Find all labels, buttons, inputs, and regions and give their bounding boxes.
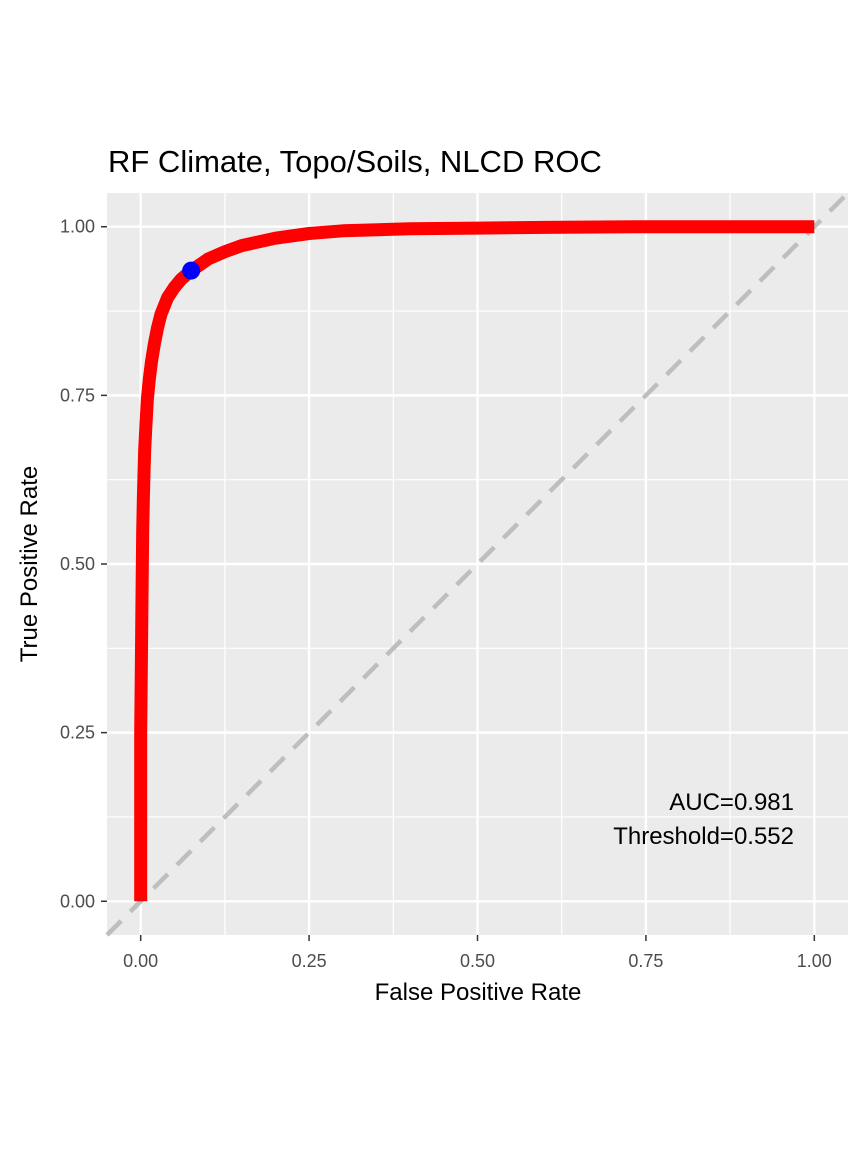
reference-diagonal-line <box>105 191 850 937</box>
x-tick-label: 1.00 <box>797 951 832 971</box>
y-tick-label: 0.75 <box>60 385 95 405</box>
x-tick-label: 0.25 <box>292 951 327 971</box>
x-tick-label: 0.75 <box>628 951 663 971</box>
x-tick-label: 0.00 <box>123 951 158 971</box>
chart-title: RF Climate, Topo/Soils, NLCD ROC <box>108 144 602 179</box>
reference-line-layer <box>105 191 850 937</box>
y-tick-label: 1.00 <box>60 217 95 237</box>
y-axis-title: True Positive Rate <box>16 466 43 663</box>
auc-annotation: AUC=0.981 <box>669 789 794 816</box>
x-axis-ticks: 0.00 0.25 0.50 0.75 1.00 <box>123 935 832 971</box>
y-tick-label: 0.50 <box>60 554 95 574</box>
threshold-point <box>182 261 201 280</box>
threshold-point-layer <box>182 261 201 280</box>
y-tick-label: 0.25 <box>60 723 95 743</box>
roc-curve-line <box>134 220 815 902</box>
y-tick-label: 0.00 <box>60 891 95 911</box>
threshold-annotation: Threshold=0.552 <box>613 823 794 850</box>
x-axis-title: False Positive Rate <box>375 979 582 1006</box>
grid-lines <box>107 193 848 935</box>
roc-curve-layer <box>134 220 815 902</box>
x-tick-label: 0.50 <box>460 951 495 971</box>
y-axis-ticks: 0.00 0.25 0.50 0.75 1.00 <box>60 217 107 911</box>
